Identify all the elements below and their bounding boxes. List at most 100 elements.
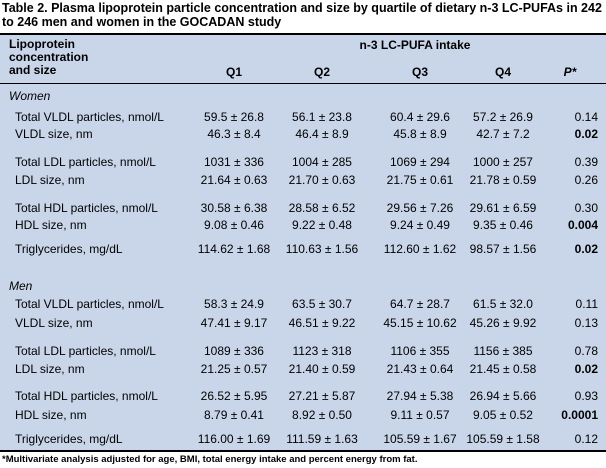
cell-q3: 1069 ± 294 [390, 155, 450, 169]
cell-q2: 111.59 ± 1.63 [286, 432, 358, 446]
table-row: LDL size, nm 21.64 ± 0.63 21.70 ± 0.63 21.7… [0, 172, 606, 188]
cell-q1: 21.25 ± 0.57 [200, 362, 268, 376]
cell-q4: 42.7 ± 7.2 [476, 127, 530, 141]
cell-p-value: 0.0001 [561, 408, 598, 422]
cell-p-value: 0.26 [574, 173, 598, 187]
cell-p-value: 0.02 [574, 242, 598, 256]
cell-q4: 105.59 ± 1.58 [466, 432, 540, 446]
cell-q4: 98.57 ± 1.56 [469, 242, 537, 256]
row-label: Triglycerides, mg/dL [15, 242, 123, 256]
cell-q3: 9.24 ± 0.49 [390, 218, 450, 232]
cell-q2: 9.22 ± 0.48 [292, 218, 352, 232]
table-row: Triglycerides, mg/dL 116.00 ± 1.69 111.59 … [0, 431, 606, 447]
cell-q3: 27.94 ± 5.38 [386, 389, 454, 403]
column-header-q2: Q2 [313, 65, 330, 79]
cell-p-value: 0.30 [574, 201, 598, 215]
section-title-women: Women [9, 89, 51, 103]
cell-q3: 112.60 ± 1.62 [383, 242, 457, 256]
cell-q4: 45.26 ± 9.92 [469, 316, 537, 330]
cell-q4: 61.5 ± 32.0 [473, 297, 533, 311]
row-label: LDL size, nm [15, 173, 85, 187]
cell-q3: 21.75 ± 0.61 [386, 173, 454, 187]
cell-q1: 1089 ± 336 [204, 344, 264, 358]
cell-q3: 60.4 ± 29.6 [390, 110, 450, 124]
column-group-header-intake: n-3 LC-PUFA intake [359, 38, 471, 52]
row-label: Total HDL particles, nmol/L [15, 201, 158, 215]
cell-q4: 21.45 ± 0.58 [469, 362, 537, 376]
cell-q4: 29.61 ± 6.59 [469, 201, 537, 215]
cell-q3: 29.56 ± 7.26 [386, 201, 454, 215]
cell-p-value: 0.12 [574, 432, 598, 446]
cell-p-value: 0.02 [574, 127, 598, 141]
cell-q2: 21.70 ± 0.63 [288, 173, 356, 187]
cell-q2: 46.51 ± 9.22 [288, 316, 356, 330]
row-label: HDL size, nm [15, 218, 87, 232]
cell-q2: 46.4 ± 8.9 [295, 127, 349, 141]
cell-q3: 105.59 ± 1.67 [383, 432, 457, 446]
row-label: Total HDL particles, nmol/L [15, 389, 158, 403]
cell-q4: 9.35 ± 0.46 [473, 218, 533, 232]
cell-q1: 21.64 ± 0.63 [200, 173, 268, 187]
cell-q3: 9.11 ± 0.57 [390, 408, 450, 422]
row-label: VLDL size, nm [15, 127, 93, 141]
cell-q1: 59.5 ± 26.8 [204, 110, 264, 124]
header-divider [0, 83, 606, 84]
cell-q2: 8.92 ± 0.50 [292, 408, 352, 422]
cell-p-value: 0.78 [574, 344, 598, 358]
table-row: Total HDL particles, nmol/L 30.58 ± 6.38 2… [0, 200, 606, 216]
row-label: Triglycerides, mg/dL [15, 432, 123, 446]
row-label: Total LDL particles, nmol/L [15, 155, 156, 169]
cell-q1: 47.41 ± 9.17 [200, 316, 268, 330]
cell-q3: 1106 ± 355 [390, 344, 450, 358]
cell-q3: 45.8 ± 8.9 [393, 127, 447, 141]
cell-p-value: 0.004 [567, 218, 598, 232]
row-label: Total LDL particles, nmol/L [15, 344, 156, 358]
cell-p-value: 0.14 [574, 110, 598, 124]
cell-p-value: 0.39 [574, 155, 598, 169]
table-row: VLDL size, nm 46.3 ± 8.4 46.4 ± 8.9 45.8 ± … [0, 126, 606, 142]
cell-q4: 1000 ± 257 [473, 155, 533, 169]
table-row: HDL size, nm 9.08 ± 0.46 9.22 ± 0.48 9.24 ±… [0, 217, 606, 233]
cell-q1: 30.58 ± 6.38 [200, 201, 268, 215]
cell-q2: 56.1 ± 23.8 [292, 110, 352, 124]
cell-q1: 26.52 ± 5.95 [200, 389, 268, 403]
table-row: Total LDL particles, nmol/L 1089 ± 336 112… [0, 343, 606, 359]
row-label: HDL size, nm [15, 408, 87, 422]
table-row: Total VLDL particles, nmol/L 58.3 ± 24.9 6… [0, 296, 606, 312]
cell-q3: 45.15 ± 10.62 [383, 316, 457, 330]
cell-q1: 58.3 ± 24.9 [204, 297, 264, 311]
cell-q2: 1123 ± 318 [292, 344, 352, 358]
row-label: Total VLDL particles, nmol/L [15, 297, 164, 311]
table-row: Total HDL particles, nmol/L 26.52 ± 5.95 2… [0, 388, 606, 404]
cell-p-value: 0.13 [574, 316, 598, 330]
table-row: Total LDL particles, nmol/L 1031 ± 336 100… [0, 154, 606, 170]
row-label: LDL size, nm [15, 362, 85, 376]
table-caption: Table 2. Plasma lipoprotein particle con… [2, 1, 602, 29]
cell-q3: 21.43 ± 0.64 [386, 362, 454, 376]
cell-q4: 26.94 ± 5.66 [469, 389, 537, 403]
cell-q2: 63.5 ± 30.7 [292, 297, 352, 311]
column-header-p: P* [563, 65, 577, 79]
cell-q4: 1156 ± 385 [473, 344, 533, 358]
cell-q1: 46.3 ± 8.4 [207, 127, 261, 141]
footnote: *Multivariate analysis adjusted for age,… [2, 454, 418, 465]
data-table: Lipoprotein concentration and size n-3 LC-… [0, 33, 606, 452]
column-header-q4: Q4 [494, 65, 511, 79]
cell-p-value: 0.02 [574, 362, 598, 376]
row-label: Total VLDL particles, nmol/L [15, 110, 164, 124]
cell-q2: 21.40 ± 0.59 [288, 362, 356, 376]
cell-q2: 27.21 ± 5.87 [288, 389, 356, 403]
column-header-q1: Q1 [225, 65, 242, 79]
table-row: HDL size, nm 8.79 ± 0.41 8.92 ± 0.50 9.11 ±… [0, 407, 606, 423]
cell-q2: 110.63 ± 1.56 [285, 242, 359, 256]
cell-q1: 116.00 ± 1.69 [197, 432, 271, 446]
cell-q4: 57.2 ± 26.9 [473, 110, 533, 124]
cell-q2: 28.58 ± 6.52 [288, 201, 356, 215]
column-header-q3: Q3 [411, 65, 428, 79]
table-row: VLDL size, nm 47.41 ± 9.17 46.51 ± 9.22 45.… [0, 315, 606, 331]
table-row: LDL size, nm 21.25 ± 0.57 21.40 ± 0.59 21.4… [0, 361, 606, 377]
cell-q1: 114.62 ± 1.68 [197, 242, 271, 256]
row-label: VLDL size, nm [15, 316, 93, 330]
cell-q1: 9.08 ± 0.46 [204, 218, 264, 232]
cell-q1: 1031 ± 336 [204, 155, 264, 169]
